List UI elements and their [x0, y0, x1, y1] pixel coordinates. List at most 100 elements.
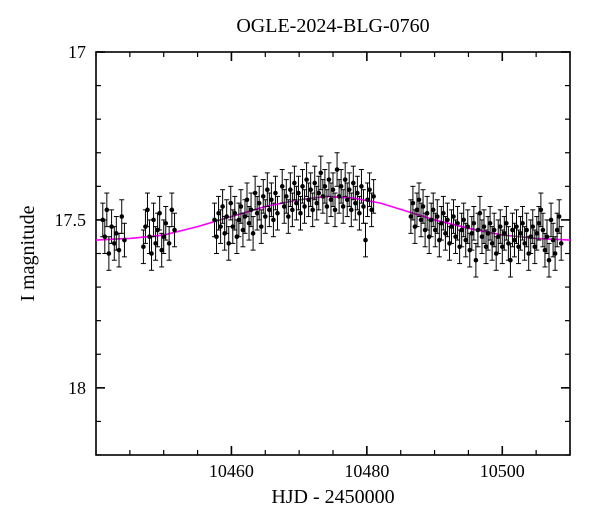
data-point [557, 214, 562, 219]
data-point [247, 221, 252, 226]
data-point [369, 208, 374, 213]
data-point [333, 208, 338, 213]
data-point [284, 194, 289, 199]
data-point [431, 208, 436, 213]
data-point [216, 211, 221, 216]
data-point [294, 201, 299, 206]
data-point [441, 211, 446, 216]
data-point [112, 241, 117, 246]
data-point [149, 251, 154, 256]
data-point [463, 238, 468, 243]
data-point [486, 231, 491, 236]
data-point [222, 231, 227, 236]
data-point [212, 218, 217, 223]
data-point [455, 221, 460, 226]
data-point [105, 208, 110, 213]
data-point [239, 204, 244, 209]
data-point [280, 184, 285, 189]
data-point [559, 241, 564, 246]
data-point [255, 211, 260, 216]
data-point [555, 228, 560, 233]
data-point [224, 214, 229, 219]
data-point [543, 248, 548, 253]
data-point [253, 191, 258, 196]
data-point [286, 214, 291, 219]
data-point [415, 208, 420, 213]
data-point [172, 228, 177, 233]
data-point [425, 211, 430, 216]
data-point [427, 234, 432, 239]
data-point [541, 228, 546, 233]
data-point [512, 238, 517, 243]
data-point [329, 197, 334, 202]
data-point [325, 204, 330, 209]
data-point [449, 224, 454, 229]
data-point [423, 228, 428, 233]
data-point [147, 234, 152, 239]
data-point [467, 248, 472, 253]
data-point [508, 258, 513, 263]
data-point [159, 248, 164, 253]
y-axis-label: I magnitude [17, 205, 39, 301]
data-point [494, 251, 499, 256]
data-point [365, 197, 370, 202]
data-point [273, 191, 278, 196]
data-point [343, 177, 348, 182]
x-tick-label: 10500 [480, 461, 525, 481]
data-point [308, 187, 313, 192]
data-point [419, 218, 424, 223]
data-point [321, 194, 326, 199]
data-point [451, 214, 456, 219]
data-point [298, 211, 303, 216]
data-point [504, 221, 509, 226]
data-point [445, 218, 450, 223]
data-point [218, 224, 223, 229]
data-point [109, 224, 114, 229]
data-point [261, 194, 266, 199]
data-point [161, 234, 166, 239]
data-point [435, 214, 440, 219]
data-point [267, 208, 272, 213]
y-tick-label: 18 [68, 378, 86, 398]
data-point [271, 218, 276, 223]
chart-container: OGLE-2024-BLG-07601046010480105001717.51… [0, 0, 600, 512]
data-point [361, 204, 366, 209]
data-point [359, 184, 364, 189]
data-point [526, 251, 531, 256]
data-point [292, 181, 297, 186]
data-point [492, 228, 497, 233]
data-point [319, 171, 324, 176]
x-tick-label: 10460 [209, 461, 254, 481]
data-point [453, 234, 458, 239]
data-point [145, 208, 150, 213]
data-point [143, 224, 148, 229]
data-point [263, 214, 268, 219]
data-point [337, 194, 342, 199]
data-point [241, 228, 246, 233]
data-point [251, 231, 256, 236]
data-point [488, 221, 493, 226]
data-point [457, 244, 462, 249]
data-point [103, 234, 108, 239]
data-point [259, 224, 264, 229]
data-point [245, 197, 250, 202]
data-point [341, 204, 346, 209]
data-point [539, 208, 544, 213]
data-point [235, 234, 240, 239]
data-point [345, 197, 350, 202]
data-point [478, 211, 483, 216]
data-point [312, 181, 317, 186]
data-point [371, 194, 376, 199]
data-point [265, 187, 270, 192]
data-point [496, 234, 501, 239]
data-point [282, 204, 287, 209]
data-point [421, 204, 426, 209]
data-point [518, 231, 523, 236]
chart-title: OGLE-2024-BLG-0760 [236, 15, 429, 37]
data-point [530, 224, 535, 229]
data-point [339, 184, 344, 189]
data-point [355, 191, 360, 196]
data-point [323, 184, 328, 189]
data-point [532, 244, 537, 249]
data-point [524, 228, 529, 233]
